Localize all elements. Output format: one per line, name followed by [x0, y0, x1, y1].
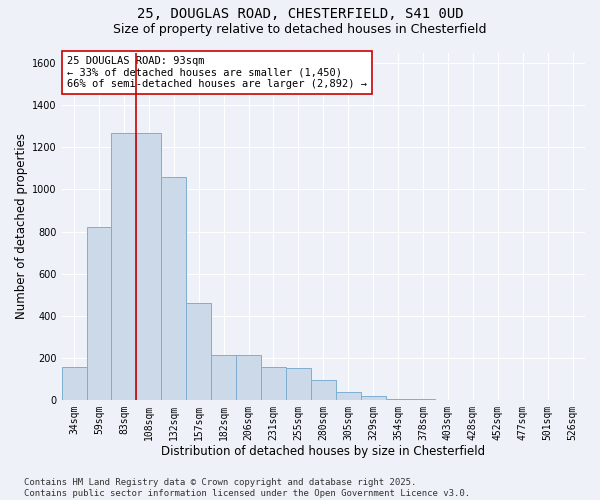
- X-axis label: Distribution of detached houses by size in Chesterfield: Distribution of detached houses by size …: [161, 444, 485, 458]
- Text: Contains HM Land Registry data © Crown copyright and database right 2025.
Contai: Contains HM Land Registry data © Crown c…: [24, 478, 470, 498]
- Bar: [336, 392, 361, 400]
- Bar: [286, 368, 311, 400]
- Bar: [86, 228, 112, 400]
- Bar: [211, 355, 236, 400]
- Bar: [236, 355, 261, 400]
- Text: 25 DOUGLAS ROAD: 93sqm
← 33% of detached houses are smaller (1,450)
66% of semi-: 25 DOUGLAS ROAD: 93sqm ← 33% of detached…: [67, 56, 367, 89]
- Bar: [311, 380, 336, 400]
- Bar: [112, 132, 136, 400]
- Bar: [62, 366, 86, 400]
- Text: 25, DOUGLAS ROAD, CHESTERFIELD, S41 0UD: 25, DOUGLAS ROAD, CHESTERFIELD, S41 0UD: [137, 8, 463, 22]
- Bar: [361, 396, 386, 400]
- Y-axis label: Number of detached properties: Number of detached properties: [15, 134, 28, 320]
- Text: Size of property relative to detached houses in Chesterfield: Size of property relative to detached ho…: [113, 22, 487, 36]
- Bar: [186, 304, 211, 400]
- Bar: [161, 177, 186, 400]
- Bar: [261, 366, 286, 400]
- Bar: [136, 132, 161, 400]
- Bar: [386, 398, 410, 400]
